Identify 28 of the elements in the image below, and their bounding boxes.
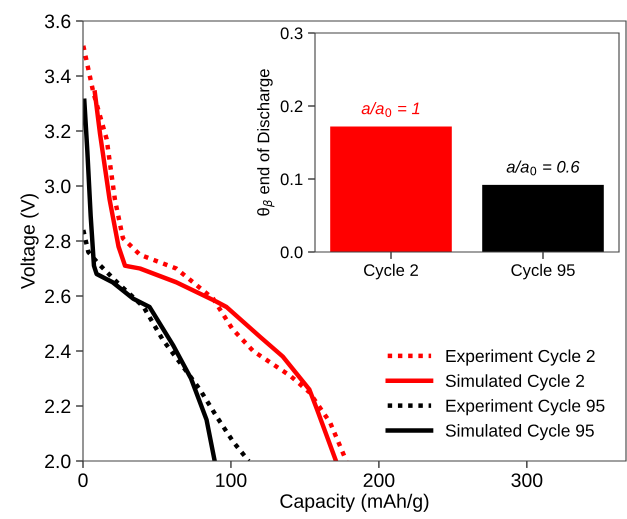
- y-axis-title: Voltage (V): [20, 194, 39, 290]
- y-tick-label: 0.1: [280, 173, 302, 186]
- x-tick-label: 200: [364, 473, 394, 488]
- y-axis-title: θ$_{β}$ end of Discharge: [257, 69, 274, 216]
- y-tick-label: 3.2: [44, 124, 70, 138]
- y-tick-label: 0.3: [280, 27, 302, 40]
- annotation: a/a$_{0}$ = 0.6: [506, 160, 580, 176]
- y-tick-label: 3.0: [44, 179, 70, 194]
- y-tick-label: 0.0: [280, 246, 303, 258]
- y-tick-label: 2.8: [45, 234, 70, 248]
- x-axis-title: Capacity (mAh/g): [280, 494, 428, 512]
- legend-label: Simulated Cycle 2: [446, 374, 584, 390]
- y-tick-label: 2.6: [45, 289, 70, 304]
- annotation: a/a$_{0}$ = 1: [362, 102, 420, 118]
- x-tick-label: 300: [511, 473, 542, 488]
- legend-label: Simulated Cycle 95: [446, 424, 594, 440]
- legend-label: Experiment Cycle 2: [446, 349, 595, 366]
- x-tick-label: Cycle 2: [364, 264, 418, 280]
- y-tick-label: 0.2: [280, 100, 302, 112]
- y-tick-label: 2.0: [45, 454, 70, 468]
- y-tick-label: 2.2: [45, 399, 70, 414]
- y-tick-label: 2.4: [45, 344, 71, 358]
- y-tick-label: 3.6: [44, 14, 70, 28]
- y-tick-label: 3.4: [44, 69, 71, 84]
- x-tick-label: Cycle 95: [511, 264, 575, 280]
- legend-label: Experiment Cycle 95: [446, 399, 604, 416]
- x-tick-label: 100: [216, 473, 246, 488]
- x-tick-label: 0: [78, 473, 88, 488]
